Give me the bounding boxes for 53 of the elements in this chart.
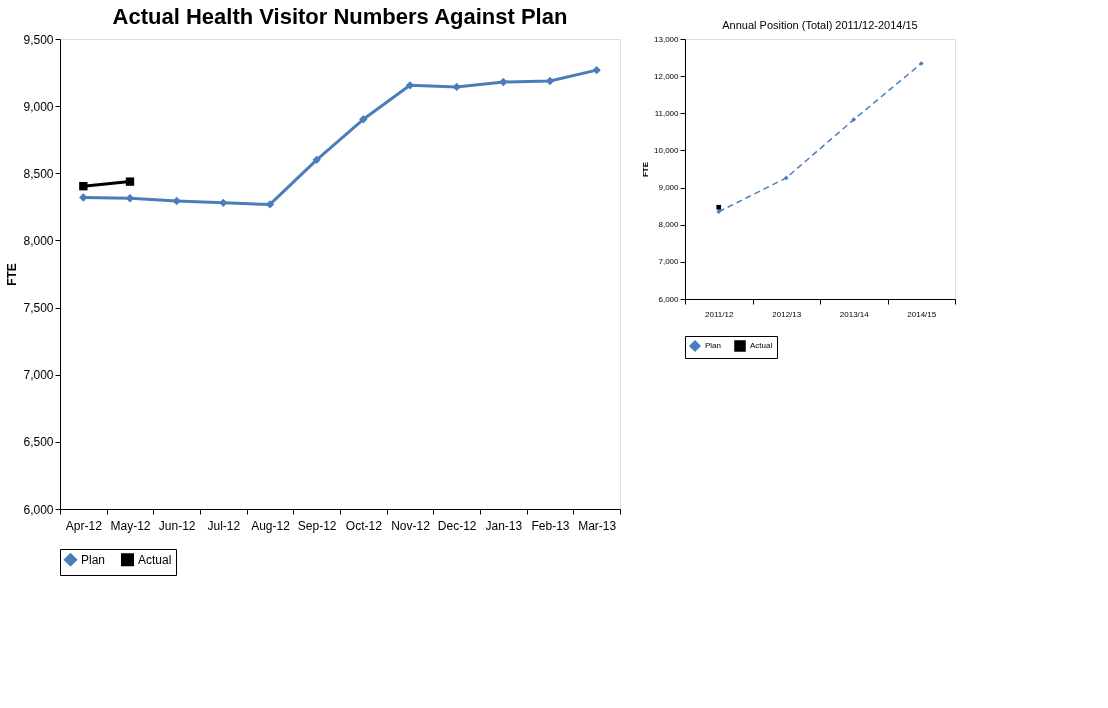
y-tick-label: 7,000 [23,368,54,383]
point [172,196,181,206]
x-tick-label: Mar-13 [578,518,617,533]
x-tick-label: 2013/14 [839,309,870,319]
y-tick-label: 9,500 [23,32,54,47]
x-tick-label: Dec-12 [437,518,477,533]
x-tick-label: May-12 [110,518,151,533]
y-tick-label: 8,000 [658,220,680,230]
y-tick-label: 11,000 [654,108,680,118]
point [312,155,321,165]
point [592,65,601,75]
x-tick-label: Feb-13 [531,518,570,533]
point [219,198,228,208]
x-tick-label: Apr-12 [65,518,103,533]
point [359,115,368,124]
x-tick-label: 2012/13 [772,309,802,319]
y-tick-label: 9,000 [658,183,680,193]
x-tick-label: Sep-12 [297,518,337,533]
legend-label: Actual [138,552,172,567]
x-tick-label: Jul-12 [207,518,241,533]
point [851,117,857,122]
point [499,77,508,87]
chart-title: Annual Position (Total) 2011/12-2014/15 [722,19,918,31]
y-tick-label: 8,000 [23,233,54,248]
x-tick-label: Nov-12 [391,518,431,533]
chart-title: Actual Health Visitor Numbers Against Plan [112,4,568,29]
y-tick-label: 6,000 [23,502,54,517]
point [783,175,789,181]
x-tick-label: Oct-12 [345,518,383,533]
y-tick-label: 12,000 [654,71,680,81]
point [716,209,722,215]
y-axis-title: FTE [641,161,651,178]
x-tick-label: Jan-13 [485,518,523,533]
point [79,181,88,191]
y-tick-label: 7,000 [658,257,680,267]
point [452,82,461,92]
y-tick-label: 6,000 [658,294,680,304]
y-tick-label: 6,500 [23,435,54,450]
x-tick-label: Jun-12 [158,518,196,533]
legend-label: Plan [81,552,106,567]
point [125,177,135,186]
x-tick-label: Aug-12 [251,518,291,533]
y-tick-label: 10,000 [654,145,680,155]
x-tick-label: 2014/15 [907,309,937,319]
y-axis-title: FTE [5,263,20,286]
y-tick-label: 13,000 [654,34,680,44]
legend-label: Actual [750,341,773,350]
y-tick-label: 8,500 [23,166,54,181]
y-tick-label: 7,500 [23,301,54,316]
point [918,61,924,66]
legend-label: Plan [705,341,722,350]
y-tick-label: 9,000 [23,99,54,114]
x-tick-label: 2011/12 [705,309,734,319]
